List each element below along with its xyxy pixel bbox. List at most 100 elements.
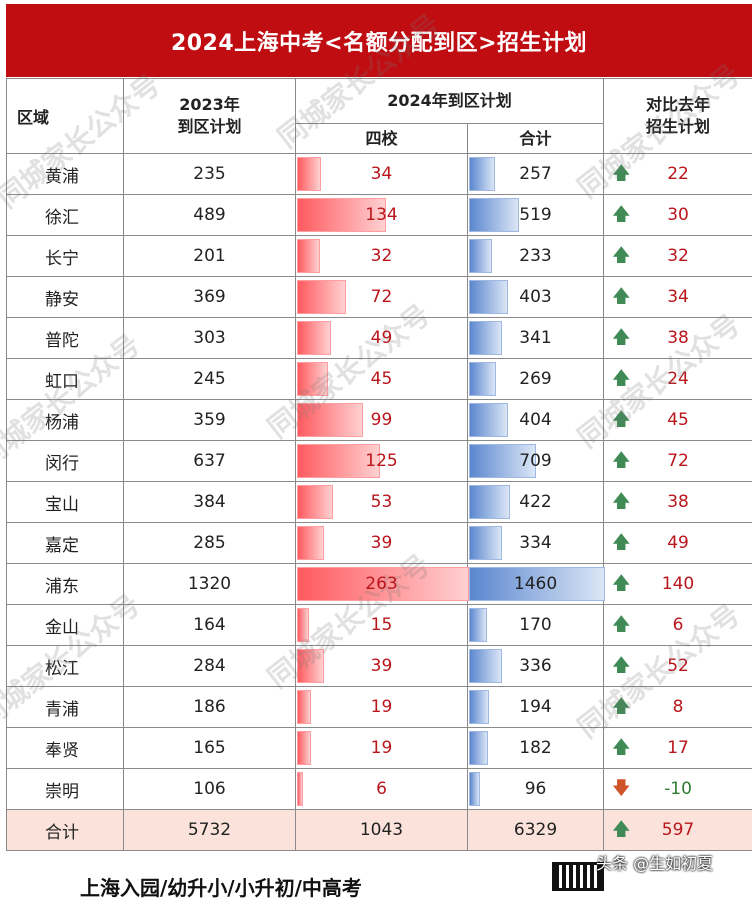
cell-total: 404 xyxy=(468,400,604,441)
cell-compare: 🡅45 xyxy=(604,400,752,441)
enrollment-plan-table: 区域 2023年 到区计划 2024年到区计划 对比去年 招生计划 四校 合计 … xyxy=(6,78,752,851)
four-schools-value: 134 xyxy=(365,205,397,225)
four-schools-value: 263 xyxy=(365,574,397,594)
cell-region: 普陀 xyxy=(7,318,124,359)
cell-compare: 🡅30 xyxy=(604,195,752,236)
cell-plan-2023: 384 xyxy=(124,482,296,523)
compare-value: 597 xyxy=(662,820,694,840)
cell-region: 嘉定 xyxy=(7,523,124,564)
cell-compare: 🡅72 xyxy=(604,441,752,482)
header-four-schools: 四校 xyxy=(296,124,468,154)
compare-value: 34 xyxy=(667,287,689,307)
cell-compare: 🡅140 xyxy=(604,564,752,605)
total-bar xyxy=(469,731,488,765)
four-schools-value: 34 xyxy=(371,164,393,184)
arrow-up-icon: 🡅 xyxy=(612,165,631,183)
cell-region: 青浦 xyxy=(7,687,124,728)
cell-compare: 🡅38 xyxy=(604,318,752,359)
header-plan-2023: 2023年 到区计划 xyxy=(124,79,296,154)
cell-plan-2023: 489 xyxy=(124,195,296,236)
arrow-up-icon: 🡅 xyxy=(612,370,631,388)
cell-region: 合计 xyxy=(7,810,124,851)
four-schools-bar xyxy=(297,362,328,396)
total-bar xyxy=(469,526,502,560)
four-schools-bar xyxy=(297,608,309,642)
cell-total: 334 xyxy=(468,523,604,564)
arrow-up-icon: 🡅 xyxy=(612,616,631,634)
total-value: 6329 xyxy=(514,820,557,840)
cell-total: 6329 xyxy=(468,810,604,851)
cell-region: 杨浦 xyxy=(7,400,124,441)
total-bar xyxy=(469,485,510,519)
cell-four-schools: 39 xyxy=(296,523,468,564)
total-bar xyxy=(469,608,487,642)
four-schools-bar xyxy=(297,280,346,314)
cell-four-schools: 15 xyxy=(296,605,468,646)
four-schools-value: 49 xyxy=(371,328,393,348)
cell-plan-2023: 186 xyxy=(124,687,296,728)
total-bar xyxy=(469,362,496,396)
total-bar xyxy=(469,321,502,355)
cell-four-schools: 45 xyxy=(296,359,468,400)
cell-plan-2023: 201 xyxy=(124,236,296,277)
cell-region: 黄浦 xyxy=(7,154,124,195)
compare-value: 6 xyxy=(673,615,684,635)
cell-four-schools: 19 xyxy=(296,687,468,728)
cell-plan-2023: 164 xyxy=(124,605,296,646)
compare-value: 38 xyxy=(667,328,689,348)
cell-compare: 🡅52 xyxy=(604,646,752,687)
four-schools-bar xyxy=(297,526,324,560)
total-bar xyxy=(469,157,495,191)
total-value: 709 xyxy=(519,451,551,471)
total-value: 257 xyxy=(519,164,551,184)
four-schools-bar xyxy=(297,321,331,355)
cell-four-schools: 72 xyxy=(296,277,468,318)
cell-total: 257 xyxy=(468,154,604,195)
four-schools-value: 125 xyxy=(365,451,397,471)
arrow-up-icon: 🡅 xyxy=(612,739,631,757)
arrow-up-icon: 🡅 xyxy=(612,657,631,675)
header-compare-line1: 对比去年 xyxy=(604,94,752,116)
cell-region: 静安 xyxy=(7,277,124,318)
four-schools-bar xyxy=(297,157,321,191)
cell-compare: 🡅49 xyxy=(604,523,752,564)
compare-value: 22 xyxy=(667,164,689,184)
cell-region: 长宁 xyxy=(7,236,124,277)
header-compare: 对比去年 招生计划 xyxy=(604,79,752,154)
total-value: 334 xyxy=(519,533,551,553)
four-schools-value: 72 xyxy=(371,287,393,307)
four-schools-bar xyxy=(297,690,311,724)
four-schools-value: 19 xyxy=(371,738,393,758)
compare-value: 140 xyxy=(662,574,694,594)
total-value: 170 xyxy=(519,615,551,635)
cell-compare: 🡅 22 xyxy=(604,154,752,195)
cell-four-schools: 1043 xyxy=(296,810,468,851)
total-bar xyxy=(469,280,508,314)
author-credit: 头条 @生如初夏 xyxy=(596,850,713,874)
cell-region: 宝山 xyxy=(7,482,124,523)
cell-total: 194 xyxy=(468,687,604,728)
cell-four-schools: 32 xyxy=(296,236,468,277)
compare-value: 38 xyxy=(667,492,689,512)
four-schools-value: 53 xyxy=(371,492,393,512)
cell-four-schools: 19 xyxy=(296,728,468,769)
header-plan-2024: 2024年到区计划 xyxy=(296,79,604,124)
compare-value: 8 xyxy=(673,697,684,717)
four-schools-value: 39 xyxy=(371,656,393,676)
cell-total: 233 xyxy=(468,236,604,277)
cell-compare: 🡅8 xyxy=(604,687,752,728)
cell-plan-2023: 359 xyxy=(124,400,296,441)
total-value: 422 xyxy=(519,492,551,512)
four-schools-bar xyxy=(297,485,333,519)
four-schools-bar xyxy=(297,731,311,765)
arrow-up-icon: 🡅 xyxy=(612,247,631,265)
